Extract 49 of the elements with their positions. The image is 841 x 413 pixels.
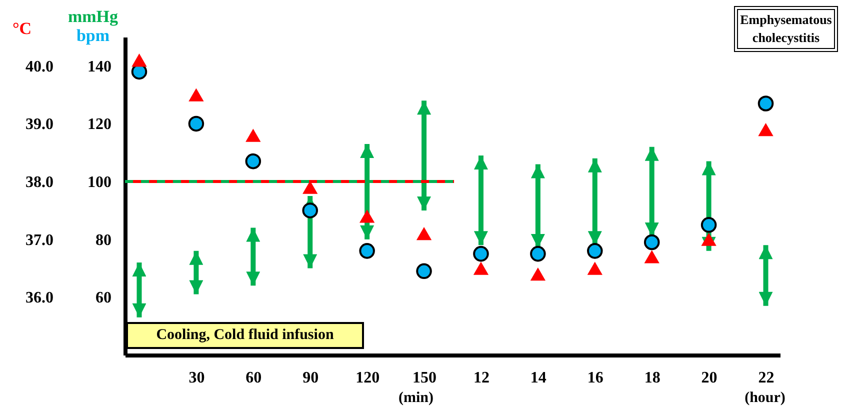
x-tick-label: 30 [188, 370, 205, 386]
x-tick-label: 120 [356, 370, 380, 386]
text: (min) [398, 390, 434, 407]
text: mmHg [68, 7, 119, 26]
y-tick-label: 100 [88, 174, 112, 192]
x-tick-label: 16 [587, 370, 604, 386]
point [416, 227, 432, 240]
point [758, 122, 774, 136]
y-tick-label: 60 [96, 290, 112, 307]
y2-tick-label: 40.0 [26, 58, 54, 76]
point [701, 232, 716, 246]
x-tick-label: 12 [473, 370, 490, 386]
y2-tick-label: 37.0 [26, 232, 54, 249]
y-tick-label: 80 [96, 232, 112, 249]
point [359, 243, 375, 259]
x-tick-label: 14 [530, 370, 546, 386]
y2-tick-label: 38.0 [26, 174, 54, 192]
point [587, 262, 602, 275]
y2-tick-label: 36.0 [26, 290, 54, 307]
x-tick-label: 150 [412, 370, 437, 386]
point [416, 263, 432, 280]
point [644, 234, 660, 250]
y-tick-label: 140 [88, 58, 112, 76]
point [188, 116, 204, 132]
text: °C [12, 19, 32, 38]
point [245, 153, 262, 170]
point [302, 180, 318, 194]
x-tick-label: 90 [302, 370, 319, 386]
y-tick-label: 120 [88, 116, 112, 134]
point [302, 202, 318, 218]
point [473, 246, 489, 262]
point [758, 96, 774, 112]
point [530, 267, 546, 281]
y2-tick-label: 39.0 [26, 116, 54, 134]
x-tick-label: 60 [246, 370, 262, 386]
point [246, 128, 261, 142]
point [132, 54, 147, 67]
series-label: bpm [76, 26, 110, 45]
point [587, 243, 603, 259]
text: (hour) [744, 390, 786, 407]
x-tick-label: 18 [644, 370, 660, 386]
point [473, 262, 489, 275]
x-tick-label: 20 [701, 370, 718, 386]
x-tick-label: 22 [758, 370, 774, 386]
point [359, 210, 375, 223]
point [530, 246, 546, 262]
point [188, 88, 204, 102]
point [644, 250, 660, 264]
point [700, 217, 717, 233]
